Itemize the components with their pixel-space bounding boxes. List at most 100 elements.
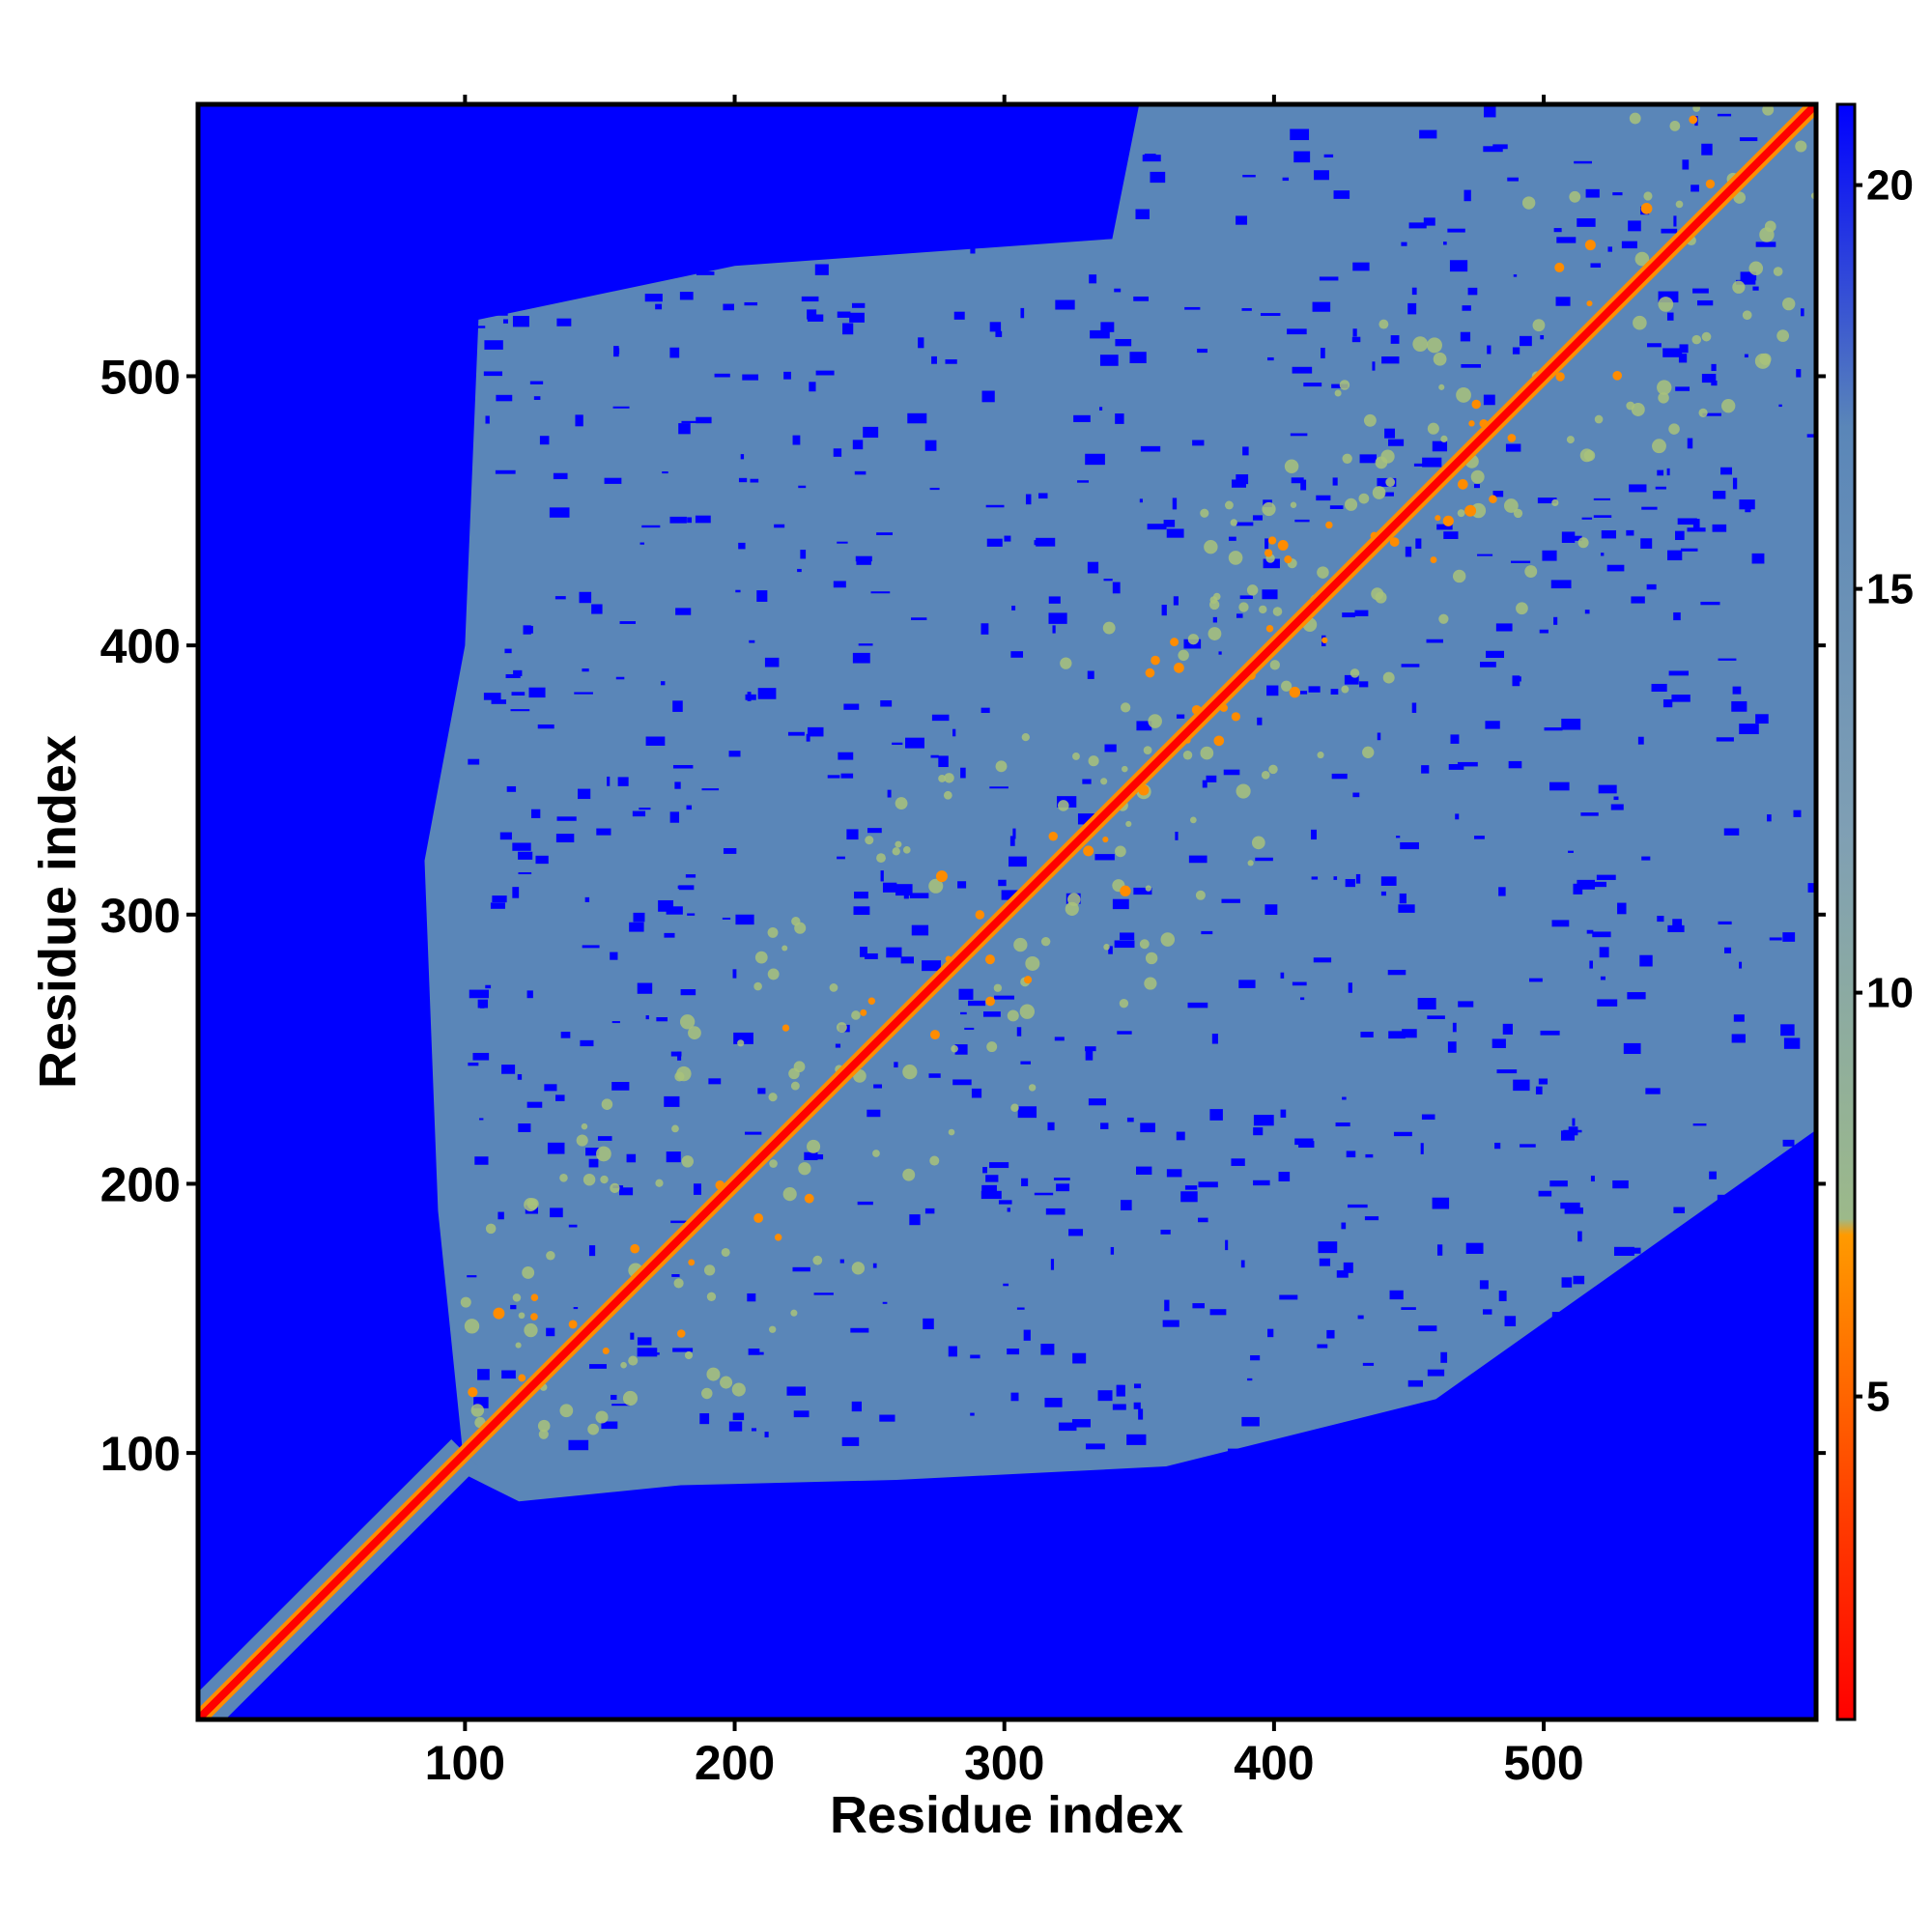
close-contact-cell	[1442, 515, 1454, 526]
far-contact-cell	[1447, 1041, 1457, 1053]
far-contact-cell	[1052, 625, 1056, 634]
near-contact-cell	[1200, 508, 1209, 518]
far-contact-cell	[1314, 170, 1329, 181]
far-contact-cell	[1600, 976, 1605, 980]
far-contact-cell	[1136, 721, 1152, 731]
near-contact-cell	[1626, 401, 1635, 411]
far-contact-cell	[518, 1122, 531, 1132]
far-contact-cell	[1166, 528, 1184, 538]
far-contact-cell	[1318, 1241, 1338, 1254]
near-contact-cell	[1339, 380, 1350, 390]
far-contact-cell	[833, 448, 842, 457]
near-contact-cell	[851, 1262, 866, 1275]
far-contact-cell	[1571, 535, 1582, 541]
far-contact-cell	[1796, 369, 1802, 378]
far-contact-cell	[1016, 184, 1023, 193]
far-contact-cell	[1415, 538, 1422, 549]
near-contact-cell	[1438, 613, 1449, 624]
far-contact-cell	[1455, 813, 1460, 820]
plot-frame	[195, 101, 1819, 1722]
far-contact-cell	[1660, 1435, 1664, 1444]
far-contact-cell	[1212, 616, 1217, 623]
far-contact-cell	[669, 516, 687, 524]
far-contact-cell	[1139, 498, 1143, 503]
far-contact-cell	[484, 340, 503, 350]
far-contact-cell	[1599, 947, 1609, 958]
near-contact-cell	[895, 840, 902, 848]
far-contact-cell	[467, 326, 486, 328]
far-contact-cell	[1239, 595, 1253, 600]
far-contact-cell	[1411, 702, 1417, 713]
far-contact-cell	[696, 271, 715, 275]
far-contact-cell	[748, 1349, 760, 1355]
far-contact-cell	[1460, 331, 1471, 342]
far-contact-cell	[989, 322, 1002, 332]
far-contact-cell	[626, 1153, 637, 1163]
far-contact-cell	[1529, 978, 1543, 982]
far-contact-cell	[750, 478, 759, 483]
close-contact-cell	[602, 1347, 610, 1354]
far-contact-cell	[655, 303, 663, 310]
far-contact-cell	[1323, 154, 1334, 157]
far-contact-cell	[491, 699, 507, 704]
far-contact-cell	[1422, 457, 1442, 468]
far-contact-cell	[1732, 477, 1738, 490]
near-contact-cell	[559, 1404, 574, 1418]
far-contact-cell	[1192, 1303, 1205, 1309]
far-contact-cell	[1192, 440, 1205, 446]
far-contact-cell	[1512, 347, 1520, 355]
far-contact-cell	[1508, 760, 1522, 769]
far-contact-cell	[747, 1293, 756, 1302]
far-contact-cell	[664, 932, 675, 938]
far-contact-cell	[1498, 887, 1506, 896]
far-contact-cell	[1247, 1378, 1253, 1381]
far-contact-cell	[611, 1021, 620, 1024]
far-contact-cell	[469, 989, 490, 999]
x-tick-label: 300	[964, 1736, 1044, 1790]
near-contact-cell	[1516, 602, 1528, 615]
far-contact-cell	[1114, 940, 1135, 949]
near-contact-cell	[1457, 509, 1465, 518]
far-contact-cell	[1495, 623, 1513, 632]
near-contact-cell	[798, 1162, 811, 1176]
far-contact-cell	[1280, 972, 1285, 979]
far-contact-cell	[1463, 189, 1471, 202]
far-contact-cell	[575, 414, 583, 427]
near-contact-cell	[1195, 890, 1206, 900]
far-contact-cell	[1492, 491, 1504, 497]
x-axis-label: Residue index	[830, 1786, 1183, 1844]
far-contact-cell	[1085, 1049, 1094, 1061]
near-contact-cell	[892, 847, 900, 856]
near-contact-cell	[1178, 649, 1189, 662]
near-contact-cell	[1795, 140, 1807, 153]
near-contact-cell	[1238, 602, 1249, 612]
near-contact-cell	[995, 760, 1008, 773]
far-contact-cell	[1390, 335, 1400, 344]
far-contact-cell	[1093, 162, 1113, 170]
far-contact-cell	[985, 1175, 999, 1182]
near-contact-cell	[673, 1278, 684, 1289]
far-contact-cell	[733, 1032, 753, 1044]
near-contact-cell	[781, 945, 788, 952]
far-contact-cell	[1553, 228, 1562, 233]
far-contact-cell	[1264, 538, 1269, 550]
near-contact-cell	[515, 1342, 522, 1349]
far-contact-cell	[1116, 1384, 1125, 1397]
near-contact-cell	[1456, 387, 1471, 403]
far-contact-cell	[1044, 1397, 1063, 1407]
near-contact-cell	[1669, 121, 1681, 131]
far-contact-cell	[1769, 937, 1782, 941]
far-contact-cell	[1513, 274, 1518, 277]
far-contact-cell	[1012, 828, 1016, 839]
far-contact-cell	[1163, 520, 1176, 527]
far-contact-cell	[905, 737, 924, 749]
near-contact-cell	[1247, 860, 1254, 867]
y-tick-label: 200	[100, 1157, 181, 1211]
far-contact-cell	[1264, 904, 1278, 916]
close-contact-cell	[1705, 179, 1716, 189]
near-contact-cell	[538, 1429, 549, 1439]
far-contact-cell	[1291, 477, 1304, 484]
far-contact-cell	[837, 541, 848, 544]
far-contact-cell	[539, 436, 550, 445]
far-contact-cell	[510, 1304, 517, 1310]
